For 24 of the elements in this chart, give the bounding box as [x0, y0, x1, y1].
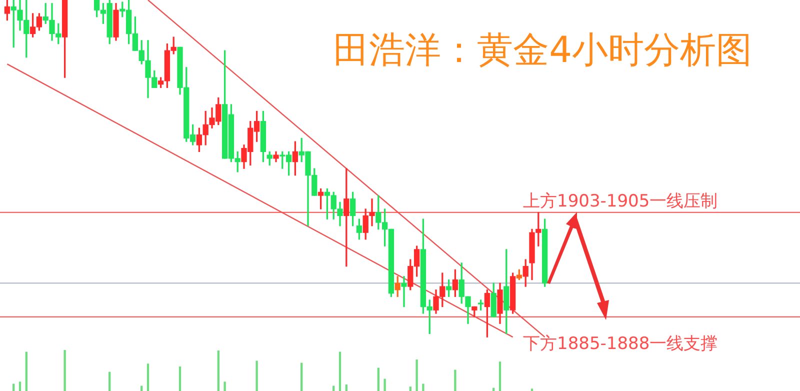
candlestick: [401, 276, 407, 308]
ref-line-label: 下方1885-1888一线支撑: [523, 334, 718, 354]
bar: [108, 372, 111, 391]
bar: [256, 360, 258, 391]
bar: [224, 382, 226, 391]
bar: [12, 384, 15, 391]
bar: [64, 350, 66, 391]
bar: [409, 386, 412, 391]
bar: [18, 382, 22, 391]
bar: [377, 368, 380, 391]
bar: [345, 384, 348, 391]
bar: [178, 366, 182, 391]
bar: [416, 360, 418, 391]
bar: [498, 362, 502, 391]
bar: [217, 350, 220, 391]
bar: [454, 370, 456, 391]
bar: [422, 384, 424, 391]
ref-line-label: 上方1903-1905一线压制: [523, 191, 718, 212]
bar: [338, 352, 342, 391]
bar: [300, 362, 303, 391]
bar: [146, 364, 150, 391]
bar: [384, 378, 386, 391]
bar: [25, 352, 28, 391]
text: 田浩洋：黄金4小时分析图: [333, 29, 752, 73]
